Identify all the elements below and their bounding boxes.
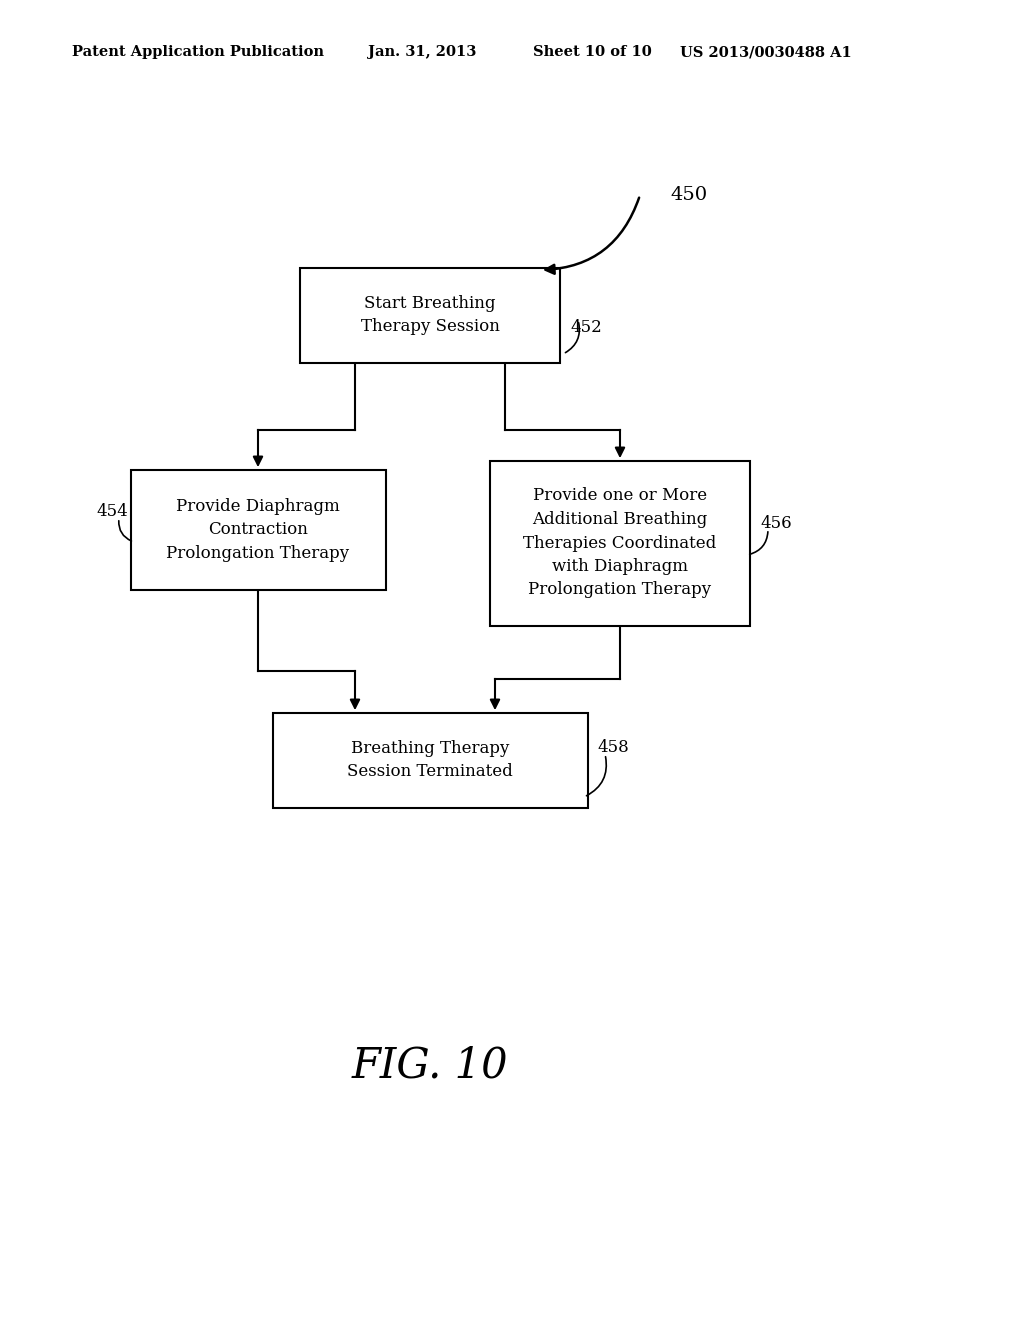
Text: 456: 456: [760, 515, 792, 532]
Text: 450: 450: [670, 186, 708, 205]
Text: 452: 452: [570, 318, 602, 335]
Text: Jan. 31, 2013: Jan. 31, 2013: [368, 45, 476, 59]
Text: US 2013/0030488 A1: US 2013/0030488 A1: [680, 45, 852, 59]
Bar: [300, 268, 560, 363]
Text: Breathing Therapy
Session Terminated: Breathing Therapy Session Terminated: [347, 739, 513, 780]
Bar: [272, 713, 588, 808]
Text: 458: 458: [597, 739, 629, 756]
Text: Provide Diaphragm
Contraction
Prolongation Therapy: Provide Diaphragm Contraction Prolongati…: [167, 498, 349, 562]
Text: Patent Application Publication: Patent Application Publication: [72, 45, 324, 59]
Text: Provide one or More
Additional Breathing
Therapies Coordinated
with Diaphragm
Pr: Provide one or More Additional Breathing…: [523, 487, 717, 598]
Text: Start Breathing
Therapy Session: Start Breathing Therapy Session: [360, 294, 500, 335]
Text: 454: 454: [96, 503, 128, 520]
Text: Sheet 10 of 10: Sheet 10 of 10: [534, 45, 651, 59]
Bar: [130, 470, 385, 590]
Bar: [490, 461, 750, 626]
Text: FIG. 10: FIG. 10: [351, 1044, 508, 1086]
